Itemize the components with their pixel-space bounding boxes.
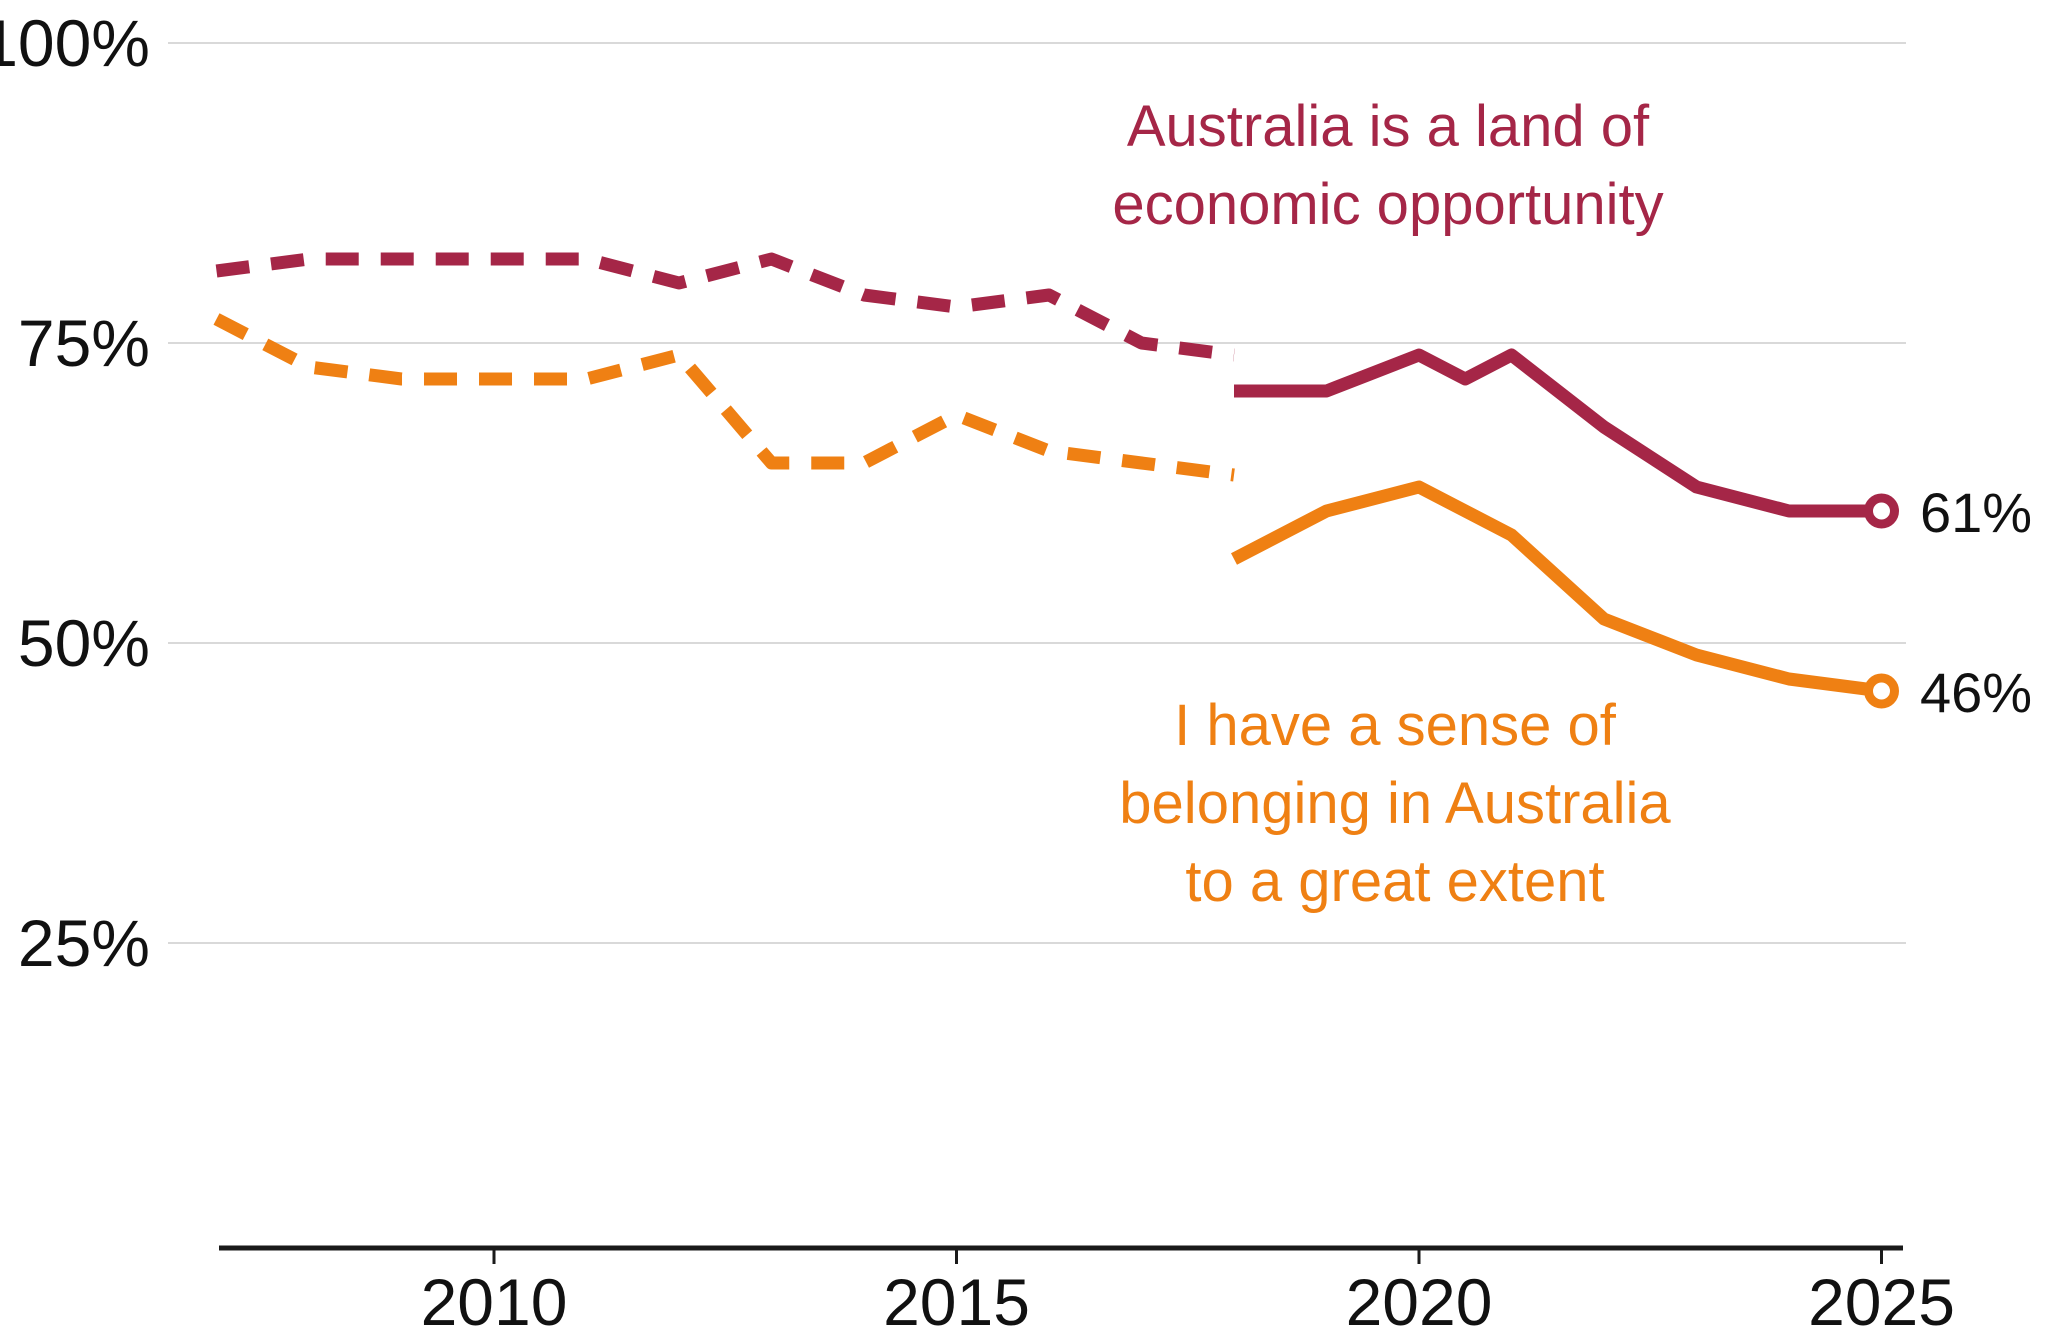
- annotation-economic-opportunity-line2: economic opportunity: [1112, 172, 1663, 237]
- y-axis-label-75: 75%: [18, 306, 150, 380]
- x-axis-label-2025: 2025: [1808, 1265, 1955, 1339]
- annotation-belonging-line3: to a great extent: [1185, 849, 1604, 914]
- end-marker-economic-opportunity-solid: [1864, 493, 1899, 529]
- gridlines: [168, 42, 1906, 944]
- series-line-belonging-solid: [1231, 480, 1883, 698]
- data-series: [213, 252, 1899, 709]
- end-label-belonging: 46%: [1920, 661, 2032, 724]
- series-line-economic-opportunity-solid: [1234, 348, 1882, 518]
- annotation-belonging-line2: belonging in Australia: [1119, 771, 1671, 836]
- x-axis-label-2015: 2015: [883, 1265, 1030, 1339]
- y-axis-label-100: 100%: [0, 6, 150, 80]
- end-label-economic-opportunity: 61%: [1920, 481, 2032, 544]
- series-line-belonging-dashed: [213, 313, 1235, 482]
- x-axis-label-2010: 2010: [421, 1265, 568, 1339]
- axis-labels: 100% 75% 50% 25% 2010 2015 2020 2025: [0, 6, 1955, 1339]
- x-axis-label-2020: 2020: [1346, 1265, 1493, 1339]
- annotation-belonging-line1: I have a sense of: [1174, 693, 1617, 758]
- annotation-economic-opportunity-line1: Australia is a land of: [1127, 94, 1650, 159]
- y-axis-label-50: 50%: [18, 606, 150, 680]
- end-marker-belonging-solid: [1864, 673, 1899, 709]
- y-axis-label-25: 25%: [18, 906, 150, 980]
- series-line-economic-opportunity-dashed: [215, 252, 1235, 362]
- x-axis: [219, 1245, 1903, 1264]
